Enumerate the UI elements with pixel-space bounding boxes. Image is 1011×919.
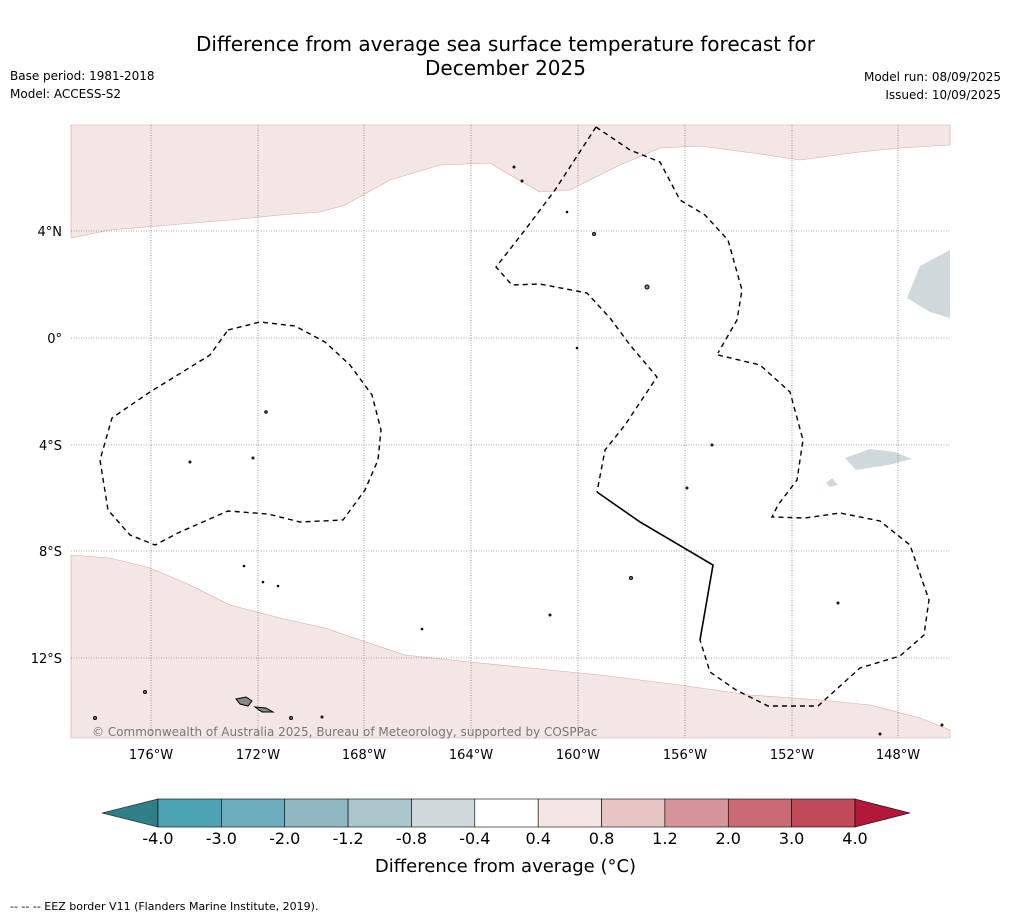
colorbar-segment [791,798,856,828]
longitude-labels: 176°W 172°W 168°W 164°W 160°W 156°W 152°… [129,748,920,763]
lat-label: 0° [47,332,62,347]
colorbar-tick-label: 0.8 [588,829,615,848]
lat-label: 4°S [39,439,62,454]
page-title: Difference from average sea surface temp… [195,32,815,56]
colorbar-max-extension [854,798,911,828]
eez-borders [99,126,930,707]
eez-border-solid [596,491,714,641]
colorbar-tick-label: -0.8 [395,829,428,848]
colorbar-tick-label: -4.0 [142,829,174,848]
colorbar-segment [157,798,222,828]
colorbar-min-extension [101,798,159,828]
colorbar-segment [474,798,539,828]
colorbar-segment [664,798,729,828]
colorbar-tick-label: 4.0 [842,829,868,848]
eez-border-central [595,126,743,354]
lat-label: 4°N [38,225,63,240]
lon-label: 148°W [876,748,920,763]
islands [93,165,944,736]
colorbar-segment [221,798,286,828]
eez-border-southeast [699,354,930,707]
base-period: Base period: 1981-2018 [10,69,155,83]
colorbar-tick-label: 0.4 [525,829,551,848]
lon-label: 172°W [236,748,280,763]
page-subtitle: December 2025 [425,56,586,80]
colorbar-tick-label: 2.0 [715,829,741,848]
colorbar [101,798,911,828]
south-warm-anomaly-region [70,554,951,739]
north-warm-anomaly-region [70,124,951,239]
lon-label: 160°W [556,748,600,763]
lon-label: 152°W [770,748,814,763]
lon-label: 164°W [449,748,493,763]
colorbar-segment [347,798,412,828]
samoa-island-small [253,706,275,713]
eez-border-central-west [495,126,658,493]
colorbar-unit-label: Difference from average (°C) [374,856,637,877]
colorbar-segment [601,798,666,828]
colorbar-segment [284,798,349,828]
colorbar-segment [537,798,602,828]
copyright-text: © Commonwealth of Australia 2025, Bureau… [92,725,597,739]
lon-label: 176°W [129,748,173,763]
samoa-island-large [235,696,253,707]
model-run-date: Model run: 08/09/2025 [863,70,1001,84]
cool-anomaly-patch-small [826,478,838,487]
lon-label: 168°W [342,748,386,763]
lat-label: 8°S [39,545,62,560]
issued-date: Issued: 10/09/2025 [885,88,1001,102]
cool-anomaly-patch-south-east [845,449,912,470]
colorbar-tick-label: 3.0 [778,829,805,848]
latitude-labels: 4°N 0° 4°S 8°S 12°S [31,225,62,667]
lat-label: 12°S [31,652,62,667]
lon-label: 156°W [663,748,707,763]
colorbar-tick-label: -2.0 [269,829,301,848]
model-name: Model: ACCESS-S2 [10,87,122,101]
eez-footnote: -- -- -- EEZ border V11 (Flanders Marine… [10,900,319,913]
cool-anomaly-patch-east [907,250,950,318]
map-gridlines [71,125,950,738]
eez-border-west [99,321,382,546]
colorbar-segment [411,798,476,828]
colorbar-tick-label: -1.2 [332,829,364,848]
colorbar-segment [727,798,792,828]
colorbar-tick-label: 1.2 [652,829,678,848]
colorbar-tick-label: -0.4 [459,829,491,848]
colorbar-tick-label: -3.0 [205,829,237,848]
